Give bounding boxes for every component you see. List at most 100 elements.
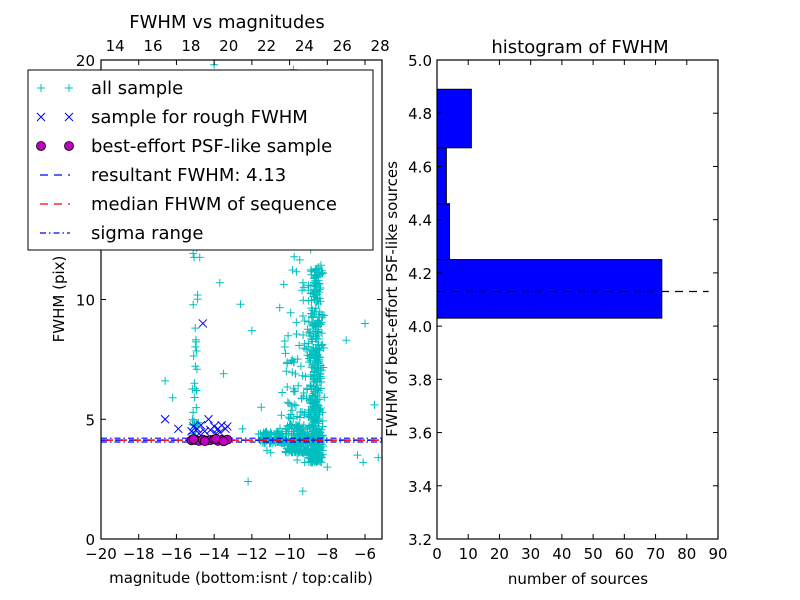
x-tick-label: 80	[677, 545, 696, 563]
all-sample-point	[300, 344, 309, 353]
scatter-top-x-ticks: 14 16 18 20 22 24 26 28	[106, 37, 390, 55]
all-sample-point	[316, 369, 325, 378]
y-tick-label: 4.6	[408, 158, 432, 176]
all-sample-point	[292, 329, 301, 338]
all-sample-point	[311, 364, 320, 373]
all-sample-point	[247, 326, 256, 335]
legend-label: sigma range	[91, 223, 203, 244]
y-tick-label: 5	[85, 411, 95, 429]
y-tick-label: 3.4	[408, 478, 432, 496]
scatter-x-ticks: −20 −18 −16 −14 −12 −10 −8 −6	[85, 60, 376, 563]
all-sample-point	[313, 340, 322, 349]
top-x-tick-label: 16	[143, 37, 162, 55]
histogram-x-label: number of sources	[508, 570, 648, 588]
all-sample-point	[307, 395, 316, 404]
rough-fwhm-point	[196, 420, 206, 430]
all-sample-point	[192, 386, 201, 395]
all-sample-point	[304, 317, 313, 326]
all-sample-point	[342, 336, 351, 345]
all-sample-point	[298, 487, 307, 496]
all-sample-point	[289, 427, 298, 436]
all-sample-point	[281, 349, 290, 358]
all-sample-point	[320, 393, 329, 402]
all-sample-point	[309, 441, 318, 450]
legend-x-icon	[36, 112, 46, 122]
all-sample-point	[311, 286, 320, 295]
all-sample-point	[307, 296, 316, 305]
all-sample-point	[318, 416, 327, 425]
psf-like-point	[218, 436, 229, 447]
all-sample-point	[298, 371, 307, 380]
all-sample-point	[294, 381, 303, 390]
legend-label: all sample	[91, 78, 183, 99]
all-sample-point	[317, 329, 326, 338]
all-sample-point	[296, 362, 305, 371]
histogram-x-ticks: 0 10 20 30 40 50 60 70 80 90	[432, 60, 728, 563]
all-sample-point	[297, 448, 306, 457]
top-x-tick-label: 26	[333, 37, 352, 55]
all-sample-point	[293, 412, 302, 421]
all-sample-point	[302, 345, 311, 354]
all-sample-point	[310, 360, 319, 369]
all-sample-point	[318, 408, 327, 417]
all-sample-point	[290, 424, 299, 433]
x-tick-label: −20	[85, 545, 117, 563]
y-tick-label: 4.2	[408, 265, 432, 283]
y-tick-label: 20	[76, 52, 95, 70]
histogram-panel: histogram of FWHM 0 10 20 30 40 50 60 70 80 90 3.…	[383, 37, 728, 588]
histogram-bar	[436, 259, 663, 319]
all-sample-point	[312, 385, 321, 394]
x-tick-label: 90	[708, 545, 727, 563]
all-sample-point	[310, 274, 319, 283]
histogram-title: histogram of FWHM	[491, 37, 668, 58]
x-tick-label: −8	[316, 545, 338, 563]
all-sample-point	[219, 369, 228, 378]
legend-label: resultant FWHM: 4.13	[91, 165, 286, 186]
all-sample-point	[307, 382, 316, 391]
legend-entry: sample for rough FWHM	[36, 107, 308, 128]
rough-fwhm-point	[206, 425, 215, 435]
all-sample-point	[312, 264, 321, 273]
all-sample-point	[312, 298, 321, 307]
legend-entry: resultant FWHM: 4.13	[40, 165, 286, 186]
top-x-tick-label: 24	[295, 37, 314, 55]
all-sample-point	[298, 286, 307, 295]
all-sample-point	[299, 391, 308, 400]
all-sample-point	[310, 350, 319, 359]
all-sample-point	[299, 296, 308, 305]
all-sample-point	[257, 403, 266, 412]
y-tick-label: 5.0	[408, 52, 432, 70]
all-sample-point	[313, 374, 322, 383]
x-tick-label: 10	[459, 545, 478, 563]
scatter-y-ticks: 0 5 10 20	[76, 52, 382, 549]
all-sample-point	[292, 440, 301, 449]
all-sample-point	[191, 335, 200, 344]
all-sample-point	[275, 303, 284, 312]
all-sample-point	[314, 419, 323, 428]
all-sample-point	[300, 408, 309, 417]
all-sample-point	[306, 265, 315, 274]
all-sample-point	[291, 369, 300, 378]
all-sample-point	[278, 388, 287, 397]
all-sample-point	[189, 352, 198, 361]
histogram-bar	[436, 203, 450, 261]
all-sample-point	[305, 422, 314, 431]
all-sample-point	[312, 412, 321, 421]
all-sample-point	[304, 413, 313, 422]
all-sample-point	[315, 395, 324, 404]
legend-plus-icon	[65, 84, 73, 92]
all-sample-point	[308, 453, 317, 462]
all-sample-point	[289, 384, 298, 393]
x-tick-label: 50	[584, 545, 603, 563]
all-sample-point	[311, 304, 320, 313]
all-sample-point	[277, 411, 286, 420]
all-sample-point	[315, 429, 324, 438]
all-sample-point	[318, 446, 327, 455]
y-tick-label: 4.4	[408, 212, 432, 230]
y-tick-label: 0	[85, 531, 95, 549]
top-x-tick-label: 22	[257, 37, 276, 55]
legend-circle-icon	[36, 141, 46, 151]
all-sample-point	[283, 359, 292, 368]
x-tick-label: 60	[615, 545, 634, 563]
